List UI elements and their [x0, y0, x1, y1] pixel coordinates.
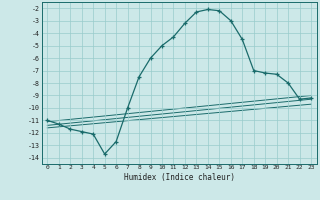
X-axis label: Humidex (Indice chaleur): Humidex (Indice chaleur) — [124, 173, 235, 182]
